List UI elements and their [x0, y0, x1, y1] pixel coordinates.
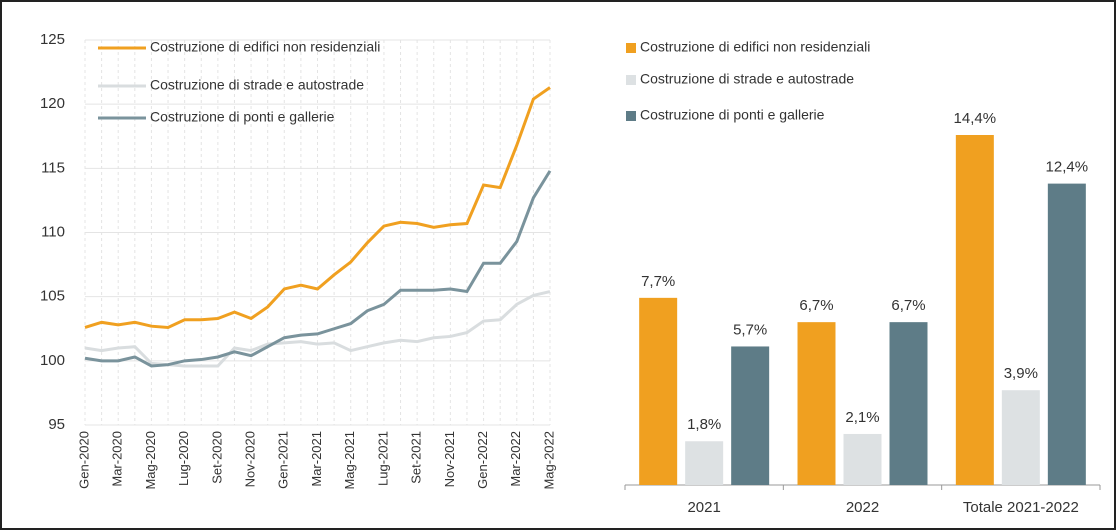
- x-tick-label: Nov-2021: [442, 431, 457, 487]
- value-label: 2,1%: [845, 409, 879, 426]
- value-label: 7,7%: [641, 273, 675, 290]
- bar: [731, 346, 770, 485]
- y-tick-label: 105: [40, 288, 65, 305]
- legend-swatch: [626, 43, 636, 53]
- legend-label: Costruzione di ponti e gallerie: [640, 107, 825, 123]
- x-tick-label: Totale 2021-2022: [963, 499, 1079, 516]
- legend-label: Costruzione di ponti e gallerie: [150, 109, 335, 125]
- legend-swatch: [626, 75, 636, 85]
- value-label: 14,4%: [954, 110, 997, 127]
- legend-label: Costruzione di strade e autostrade: [640, 71, 854, 87]
- x-tick-label: Set-2021: [409, 431, 424, 484]
- legend-swatch: [626, 111, 636, 121]
- x-tick-label: Gen-2021: [276, 431, 291, 489]
- x-tick-label: 2021: [687, 499, 720, 516]
- y-tick-label: 110: [41, 223, 65, 240]
- x-tick-label: Mar-2022: [508, 431, 523, 487]
- bar: [889, 322, 928, 485]
- y-tick-label: 95: [48, 416, 65, 433]
- x-tick-label: Mag-2020: [143, 431, 158, 490]
- x-tick-label: Mar-2020: [110, 431, 125, 487]
- x-tick-label: 2022: [846, 499, 879, 516]
- x-tick-label: Lug-2020: [176, 431, 191, 486]
- x-tick-label: Mar-2021: [309, 431, 324, 487]
- series-line: [84, 170, 552, 368]
- legend-label: Costruzione di edifici non residenziali: [150, 39, 380, 55]
- bar: [1047, 183, 1086, 485]
- x-tick-label: Mag-2021: [342, 431, 357, 490]
- x-tick-label: Mag-2022: [541, 431, 556, 490]
- y-tick-label: 125: [40, 31, 65, 48]
- x-tick-label: Nov-2020: [243, 431, 258, 487]
- y-tick-label: 115: [41, 159, 65, 176]
- legend-label: Costruzione di edifici non residenziali: [640, 39, 870, 55]
- bar: [843, 433, 882, 485]
- series-line: [84, 86, 551, 329]
- x-tick-label: Gen-2020: [76, 431, 91, 489]
- value-label: 12,4%: [1046, 159, 1089, 176]
- x-tick-label: Gen-2022: [475, 431, 490, 489]
- y-tick-label: 120: [40, 95, 65, 112]
- legend-label: Costruzione di strade e autostrade: [150, 77, 364, 93]
- x-tick-label: Set-2020: [209, 431, 224, 484]
- bar: [955, 135, 994, 485]
- bar: [1001, 390, 1040, 485]
- y-tick-label: 100: [40, 352, 65, 369]
- bar: [685, 441, 724, 485]
- value-label: 6,7%: [891, 297, 925, 314]
- bar: [639, 297, 678, 485]
- value-label: 5,7%: [733, 321, 767, 338]
- bar: [797, 322, 836, 485]
- value-label: 1,8%: [687, 416, 721, 433]
- x-tick-label: Lug-2021: [375, 431, 390, 486]
- value-label: 6,7%: [799, 297, 833, 314]
- value-label: 3,9%: [1004, 365, 1038, 382]
